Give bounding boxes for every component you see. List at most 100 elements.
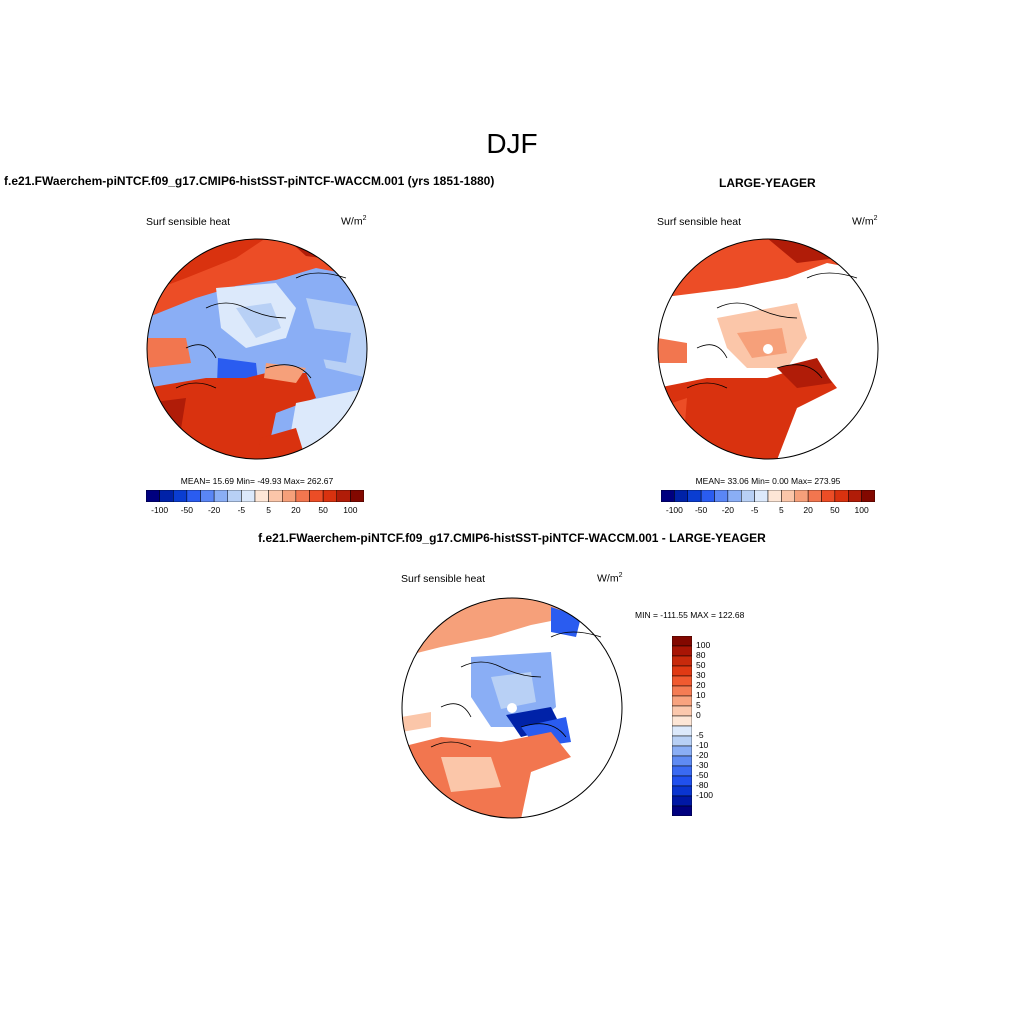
colorbar-ticks-test: -100 -50 -20 -5 5 20 50 100 (146, 505, 364, 519)
colorbar-swatch (861, 490, 875, 502)
colorbar-swatch (672, 735, 692, 747)
colorbar-swatch (661, 490, 675, 502)
colorbar-tick-label: 20 (696, 680, 706, 690)
colorbar-swatch (227, 490, 242, 502)
colorbar-tick-label: 20 (291, 505, 301, 515)
colorbar-swatch (309, 490, 324, 502)
colorbar-tick-label: 80 (696, 650, 706, 660)
colorbar-swatch (672, 745, 692, 757)
colorbar-swatch (173, 490, 188, 502)
colorbar-tick-label: -30 (696, 760, 709, 770)
colorbar-swatch (322, 490, 337, 502)
colorbar-swatch (672, 775, 692, 787)
colorbar-swatch (672, 636, 692, 647)
colorbar-swatch (672, 695, 692, 707)
colorbar-tick-label: 50 (318, 505, 328, 515)
colorbar-swatch (714, 490, 729, 502)
colorbar-tick-label: 0 (696, 710, 701, 720)
polar-map-test (146, 238, 368, 460)
colorbar-tick-label: -10 (696, 740, 709, 750)
colorbar-swatch (672, 805, 692, 816)
colorbar-swatch (687, 490, 702, 502)
colorbar-obs (661, 490, 875, 502)
colorbar-swatch (336, 490, 351, 502)
colorbar-tick-label: 100 (854, 505, 869, 515)
colorbar-tick-label: -20 (207, 505, 221, 515)
colorbar-swatch (727, 490, 742, 502)
colorbar-swatch (254, 490, 269, 502)
colorbar-tick-label: -100 (696, 790, 714, 800)
panel-title-diff: f.e21.FWaerchem-piNTCF.f09_g17.CMIP6-his… (258, 531, 766, 545)
colorbar-swatch (767, 490, 782, 502)
colorbar-swatch (146, 490, 160, 502)
colorbar-tick-label: 5 (696, 700, 701, 710)
variable-label-obs: Surf sensible heat (657, 216, 742, 228)
colorbar-ticks-obs: -100 -50 -20 -5 5 20 50 100 (661, 505, 875, 519)
colorbar-tick-label: 30 (696, 670, 706, 680)
stats-diff: MIN = -111.55 MAX = 122.68 (635, 610, 745, 620)
colorbar-swatch (700, 490, 715, 502)
colorbar-tick-label: 20 (803, 505, 813, 515)
colorbar-swatch (834, 490, 849, 502)
colorbar-swatch (741, 490, 755, 502)
colorbar-diff (672, 636, 692, 816)
page-title: DJF (486, 128, 538, 159)
colorbar-tick-label: -100 (151, 505, 169, 515)
colorbar-tick-label: -5 (237, 505, 246, 515)
colorbar-tick-label: -50 (694, 505, 708, 515)
panel-title-test: f.e21.FWaerchem-piNTCF.f09_g17.CMIP6-his… (4, 174, 495, 188)
colorbar-swatch (350, 490, 364, 502)
panel-title-obs: LARGE-YEAGER (719, 176, 816, 190)
colorbar-tick-label: -5 (750, 505, 759, 515)
stats-obs: MEAN= 33.06 Min= 0.00 Max= 273.95 (695, 476, 841, 486)
colorbar-swatch (268, 490, 283, 502)
colorbar-tick-label: 10 (696, 690, 706, 700)
colorbar-tick-label: -100 (665, 505, 683, 515)
units-label-obs: W/m2 (852, 215, 878, 228)
units-label-diff: W/m2 (597, 572, 623, 585)
colorbar-swatch (241, 490, 256, 502)
stats-test: MEAN= 15.69 Min= -49.93 Max= 262.67 (180, 476, 334, 486)
colorbar-swatch (674, 490, 688, 502)
polar-map-obs (657, 238, 879, 460)
colorbar-tick-label: 50 (830, 505, 840, 515)
colorbar-swatch (672, 645, 692, 657)
colorbar-swatch (186, 490, 201, 502)
colorbar-swatch (213, 490, 228, 502)
colorbar-swatch (754, 490, 769, 502)
colorbar-tick-label: -20 (696, 750, 709, 760)
colorbar-tick-label: -50 (696, 770, 709, 780)
colorbar-tick-label: -80 (696, 780, 709, 790)
colorbar-swatch (295, 490, 310, 502)
colorbar-swatch (672, 705, 692, 717)
colorbar-swatch (672, 675, 692, 687)
colorbar-swatch (821, 490, 836, 502)
colorbar-tick-label: -20 (721, 505, 735, 515)
colorbar-swatch (159, 490, 174, 502)
colorbar-swatch (672, 755, 692, 767)
colorbar-test (146, 490, 364, 502)
colorbar-swatch (672, 715, 692, 727)
colorbar-swatch (672, 765, 692, 777)
polar-map-diff (401, 597, 623, 819)
colorbar-swatch (794, 490, 809, 502)
colorbar-swatch (807, 490, 822, 502)
colorbar-tick-label: -50 (180, 505, 194, 515)
colorbar-swatch (282, 490, 297, 502)
colorbar-swatch (672, 785, 692, 797)
colorbar-swatch (781, 490, 795, 502)
colorbar-tick-label: 100 (343, 505, 358, 515)
colorbar-tick-label: 5 (779, 505, 784, 515)
colorbar-swatch (672, 725, 692, 737)
colorbar-tick-label: 100 (696, 640, 711, 650)
colorbar-swatch (848, 490, 862, 502)
colorbar-ticks-diff: 100 80 50 30 20 10 5 0 -5 -10 -20 -30 -50 -80 -100 (696, 636, 736, 816)
colorbar-tick-label: 5 (266, 505, 271, 515)
colorbar-swatch (672, 685, 692, 697)
units-label-test: W/m2 (341, 215, 367, 228)
colorbar-tick-label: -5 (696, 730, 704, 740)
colorbar-swatch (672, 665, 692, 677)
variable-label-diff: Surf sensible heat (401, 573, 486, 585)
colorbar-swatch (672, 795, 692, 807)
colorbar-tick-label: 50 (696, 660, 706, 670)
